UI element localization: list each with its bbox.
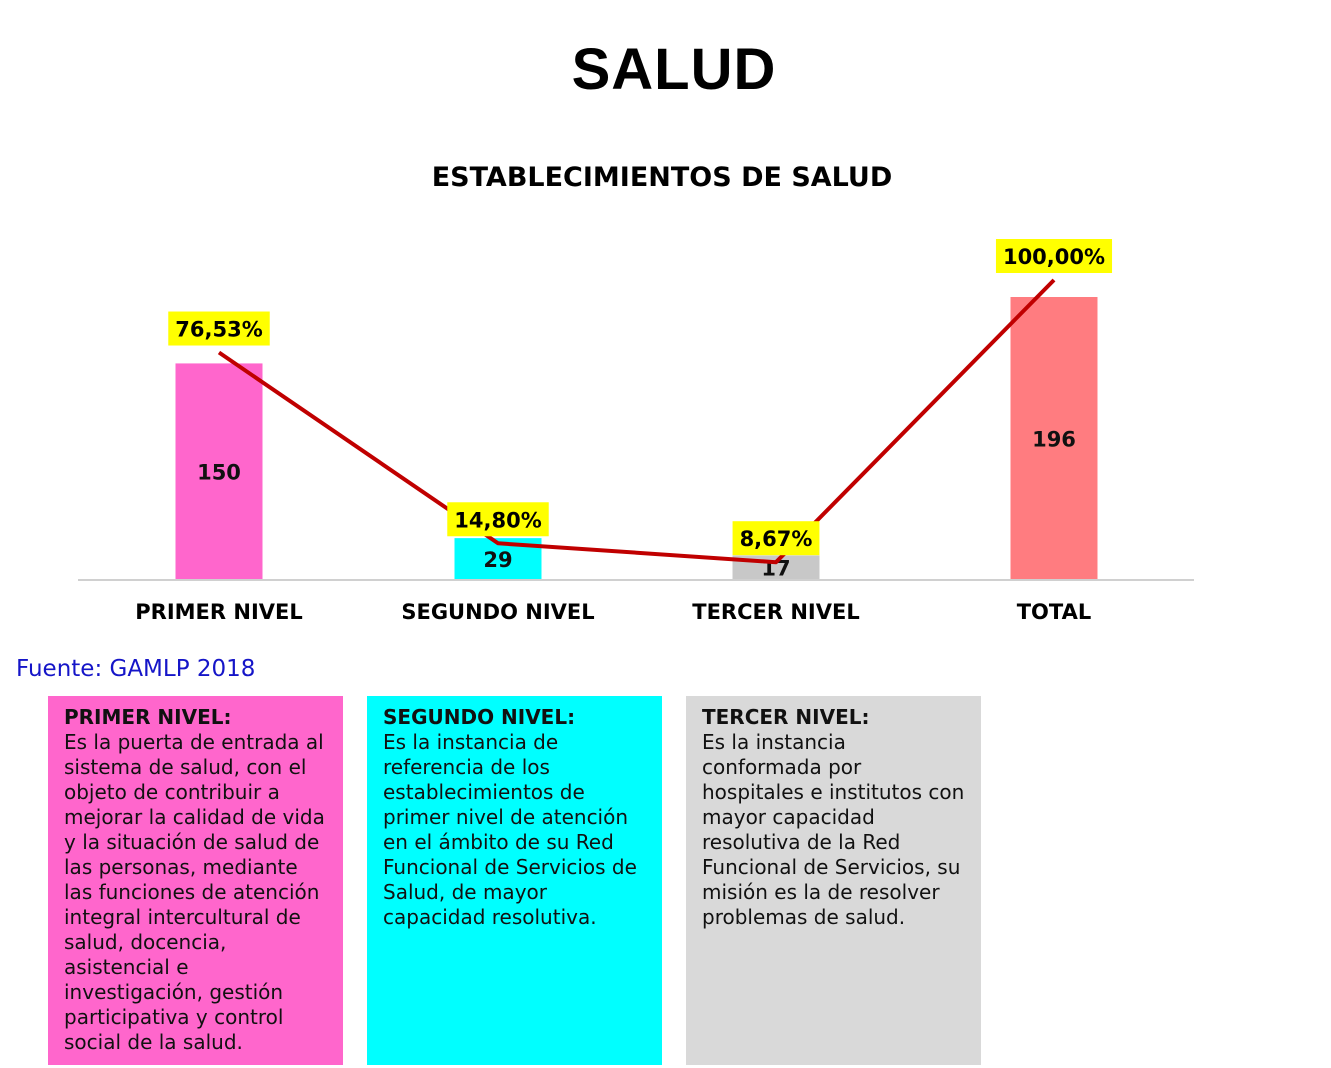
category-label: TERCER NIVEL — [692, 600, 859, 624]
card-primer-nivel: PRIMER NIVEL: Es la puerta de entrada al… — [48, 696, 343, 1065]
card-title: TERCER NIVEL: — [702, 705, 870, 729]
percentage-label: 8,67% — [732, 521, 820, 556]
percentage-label-bg — [168, 311, 270, 346]
percentage-label-bg — [447, 502, 549, 537]
percentage-label: 76,53% — [168, 311, 270, 346]
percentage-label-text: 76,53% — [175, 318, 262, 342]
category-label: PRIMER NIVEL — [135, 600, 302, 624]
source-note: Fuente: GAMLP 2018 — [16, 656, 256, 682]
percentage-label-text: 8,67% — [740, 527, 813, 551]
bar — [175, 363, 263, 580]
card-text: Es la instancia de referencia de los est… — [383, 730, 637, 929]
bar-value-label: 29 — [483, 548, 512, 572]
category-label: SEGUNDO NIVEL — [401, 600, 594, 624]
percentage-label: 14,80% — [447, 502, 549, 537]
card-segundo-nivel: SEGUNDO NIVEL: Es la instancia de refere… — [367, 696, 662, 1065]
card-text: Es la puerta de entrada al sistema de sa… — [64, 730, 325, 1054]
card-title: SEGUNDO NIVEL: — [383, 705, 576, 729]
bar-value-label: 196 — [1032, 428, 1076, 452]
percentage-line — [217, 278, 1056, 565]
category-label: TOTAL — [1017, 600, 1092, 624]
card-text: Es la instancia conformada por hospitale… — [702, 730, 965, 929]
percentage-label-text: 100,00% — [1003, 245, 1105, 269]
category-labels: PRIMER NIVEL SEGUNDO NIVEL TERCER NIVEL TOT… — [135, 600, 1091, 624]
percentage-label-bg — [732, 521, 820, 556]
bar-value-label: 150 — [197, 461, 241, 485]
card-tercer-nivel: TERCER NIVEL: Es la instancia conformada… — [686, 696, 981, 1065]
page-title: SALUD — [571, 37, 777, 102]
percentage-label: 100,00% — [995, 239, 1113, 273]
percentage-label-text: 14,80% — [454, 508, 541, 532]
percentage-label-bg — [995, 239, 1113, 273]
chart-title: ESTABLECIMIENTOS DE SALUD — [432, 162, 893, 193]
card-title: PRIMER NIVEL: — [64, 705, 232, 729]
percentage-line-layer — [217, 278, 1056, 565]
bar — [1010, 297, 1098, 580]
percentage-labels: 76,53% 14,80% 8,67% 100,00% — [168, 239, 1113, 556]
